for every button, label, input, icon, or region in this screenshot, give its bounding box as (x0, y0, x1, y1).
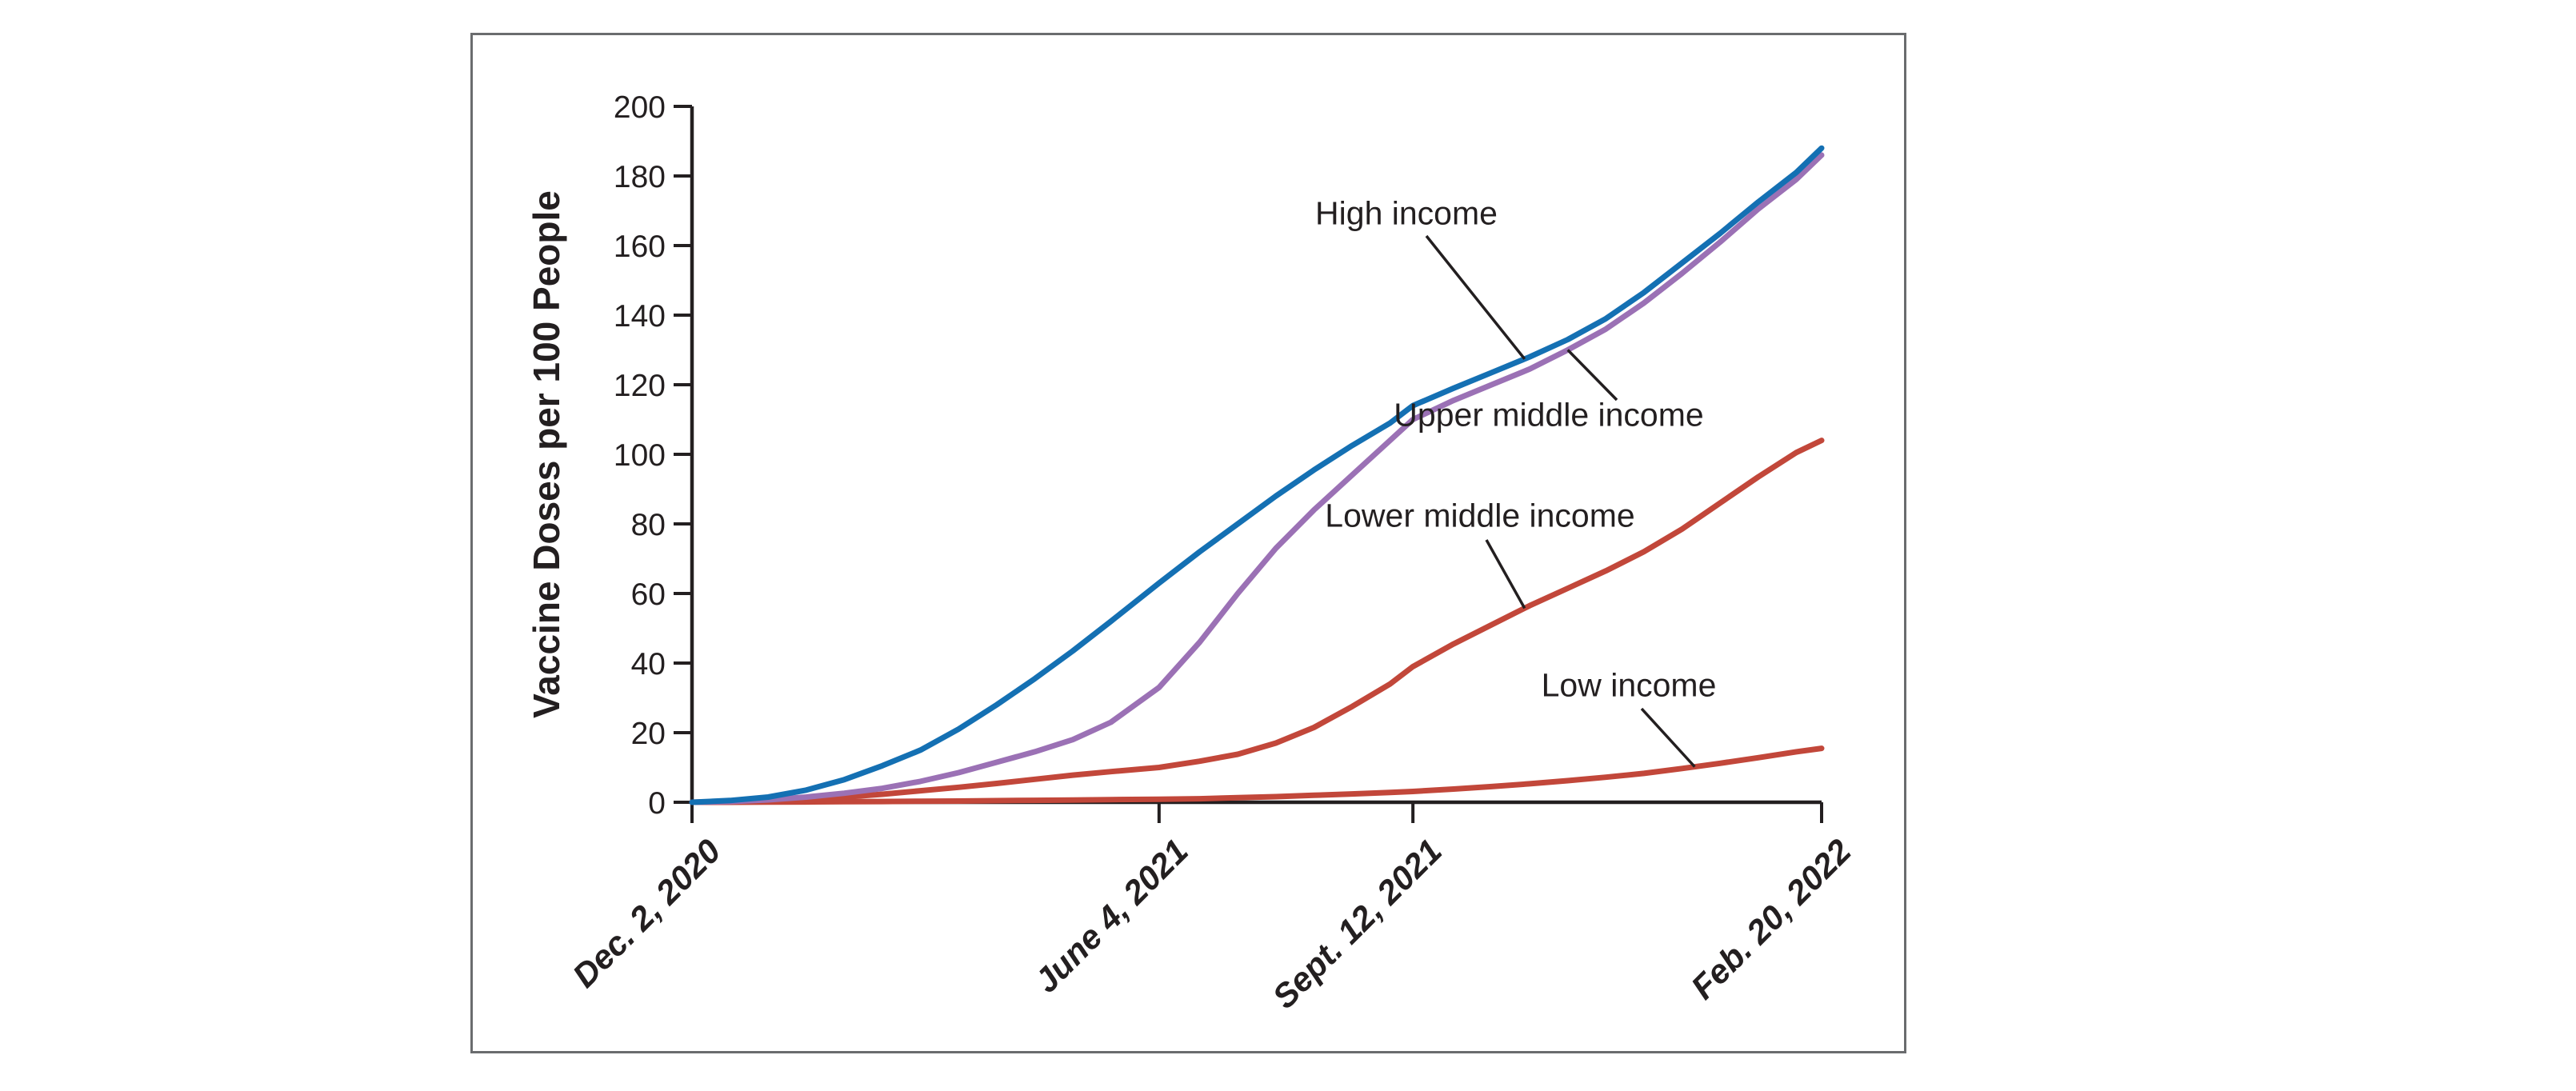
y-tick-label: 200 (614, 90, 666, 125)
y-tick-label: 60 (631, 577, 666, 612)
series-line-lower-middle-income (689, 438, 1825, 805)
y-tick-label: 80 (631, 508, 666, 542)
y-tick-label: 100 (614, 438, 666, 473)
y-tick-label: 20 (631, 717, 666, 751)
y-tick-label: 180 (614, 160, 666, 194)
annotation-leader-line (1566, 349, 1618, 402)
y-tick-label: 140 (614, 299, 666, 334)
annotation-leader-line (1640, 707, 1696, 768)
figure-panel (470, 33, 1906, 1053)
annotation-leader-line (1485, 539, 1526, 609)
annotation-leader-line (1425, 234, 1526, 360)
series-line-low-income (689, 745, 1825, 805)
y-tick-label: 160 (614, 230, 666, 264)
y-tick-label: 120 (614, 369, 666, 403)
y-tick-label: 0 (648, 786, 666, 821)
y-tick-label: 40 (631, 647, 666, 681)
series-line-upper-middle-income (689, 152, 1825, 805)
series-line-high-income (689, 145, 1825, 805)
